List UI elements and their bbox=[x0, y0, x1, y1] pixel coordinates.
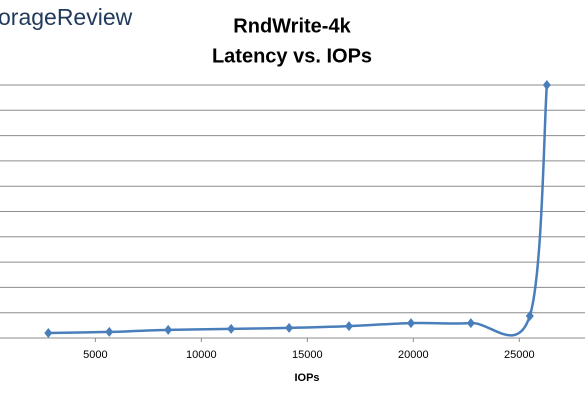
data-point bbox=[406, 318, 415, 329]
data-point bbox=[542, 80, 551, 90]
x-tick-label: 15000 bbox=[292, 349, 323, 361]
x-tick-label: 20000 bbox=[398, 349, 429, 361]
data-point bbox=[164, 324, 173, 335]
data-point bbox=[344, 321, 353, 332]
chart-subtitle: Latency vs. IOPs bbox=[212, 45, 372, 67]
x-axis-label: IOPs bbox=[294, 372, 319, 384]
x-tick-label: 10000 bbox=[186, 349, 217, 361]
data-point bbox=[105, 326, 114, 337]
data-point bbox=[285, 322, 294, 333]
data-point bbox=[525, 310, 534, 321]
data-point bbox=[44, 327, 53, 338]
x-tick-label: 5000 bbox=[83, 349, 107, 361]
chart-title: RndWrite-4k bbox=[233, 15, 351, 37]
data-line bbox=[48, 84, 549, 337]
data-point bbox=[227, 323, 236, 334]
logo: orageReview bbox=[0, 4, 133, 30]
plot-area bbox=[44, 80, 551, 338]
x-tick-label: 25000 bbox=[504, 349, 535, 361]
data-point bbox=[466, 318, 475, 329]
